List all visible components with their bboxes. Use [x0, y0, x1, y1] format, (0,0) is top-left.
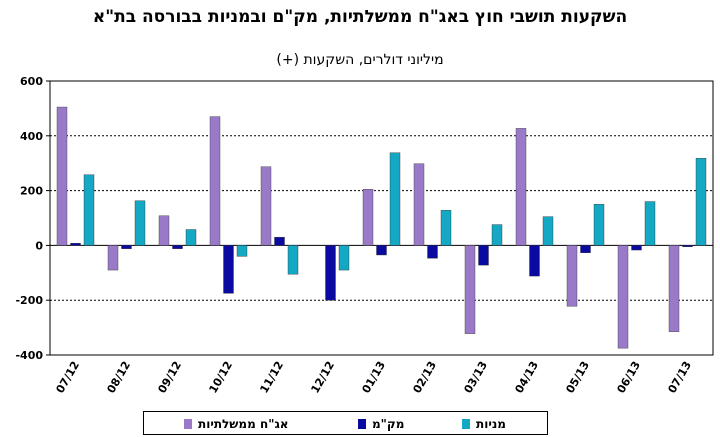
bar [668, 245, 680, 332]
bar [362, 189, 374, 246]
x-tick-label: 09/12 [156, 359, 185, 395]
x-tick-label: 01/13 [360, 359, 389, 395]
bar [617, 245, 629, 349]
bar [440, 210, 452, 246]
bar [464, 245, 476, 334]
y-tick-label: 400 [20, 130, 43, 143]
bar [274, 236, 285, 246]
legend-swatch-stocks [462, 419, 470, 429]
bar [478, 245, 489, 266]
bar [56, 106, 68, 246]
bar [338, 245, 350, 271]
legend-item-makam: מק"מ [358, 416, 404, 432]
bar [644, 201, 656, 246]
bar [287, 245, 299, 275]
x-tick-label: 11/12 [258, 359, 287, 395]
x-tick-label: 05/13 [564, 359, 593, 395]
x-tick-label: 03/13 [462, 359, 491, 395]
bar [427, 245, 438, 259]
plot-area [49, 80, 714, 356]
bar [491, 224, 503, 246]
legend-swatch-gov-bonds [184, 419, 192, 429]
bar [209, 116, 221, 246]
bar [593, 204, 605, 246]
y-tick-label: 600 [20, 75, 43, 88]
bar [413, 163, 425, 246]
bar [134, 200, 146, 246]
bar-chart: -400 -200 0 200 400 600 07/12 08/12 09/12 10/12 11… [15, 75, 714, 395]
chart-subtitle: מיליוני דולרים, השקעות (+) [276, 52, 444, 68]
chart-legend: אג"ח ממשלתיות מק"מ מניות [143, 411, 548, 435]
bar [172, 245, 183, 249]
legend-item-gov-bonds: אג"ח ממשלתיות [184, 416, 289, 432]
x-tick-label: 06/13 [615, 359, 644, 395]
bar [121, 245, 132, 249]
x-tick-label: 02/13 [411, 359, 440, 395]
bar [236, 245, 248, 257]
x-tick-label: 07/12 [54, 359, 83, 395]
x-tick-label: 04/13 [513, 359, 542, 395]
legend-item-stocks: מניות [462, 416, 506, 432]
bar [566, 245, 578, 307]
bar [223, 245, 234, 294]
y-tick-label: 0 [35, 239, 43, 252]
legend-label-makam: מק"מ [372, 417, 405, 431]
bar [325, 245, 336, 301]
bar [631, 245, 642, 251]
bar [376, 245, 387, 256]
x-tick-label: 10/12 [207, 359, 236, 395]
y-tick-label: -400 [15, 349, 43, 362]
x-tick-label: 12/12 [309, 359, 338, 395]
x-tick-label: 07/13 [666, 359, 695, 395]
legend-swatch-makam [358, 419, 366, 429]
bar [185, 229, 197, 246]
bar [682, 245, 693, 247]
bar [260, 166, 272, 246]
bar [389, 152, 401, 246]
bar [107, 245, 119, 271]
bar [515, 128, 527, 246]
chart-title: השקעות תושבי חוץ באג"ח ממשלתיות, מק"ם וב… [92, 7, 628, 27]
bar [83, 174, 95, 246]
y-tick-label: 200 [20, 185, 43, 198]
bar [542, 216, 554, 246]
legend-label-stocks: מניות [476, 417, 506, 431]
bar [158, 215, 170, 246]
legend-label-gov-bonds: אג"ח ממשלתיות [198, 417, 289, 431]
x-tick-label: 08/12 [105, 359, 134, 395]
bar [70, 243, 81, 246]
bar [695, 158, 707, 246]
bar [580, 245, 591, 253]
bar [529, 245, 540, 277]
y-tick-label: -200 [15, 294, 43, 307]
